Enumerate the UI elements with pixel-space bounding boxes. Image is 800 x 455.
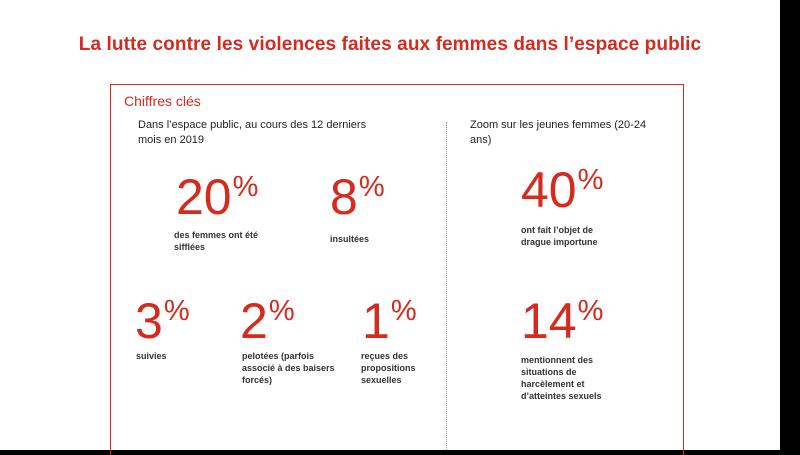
- stat-number: 8%: [330, 169, 385, 225]
- stat-number: 3%: [135, 293, 190, 349]
- slide-title: La lutte contre les violences faites aux…: [78, 34, 702, 55]
- column-divider: [446, 122, 447, 450]
- stat-number: 20%: [176, 169, 259, 225]
- young-stat-caption: mentionnent des situations de harcèlemen…: [521, 355, 602, 401]
- stat-caption: pelotées (parfois associé à des baisers …: [242, 351, 335, 385]
- right-column-heading: Zoom sur les jeunes femmes (20-24 ans): [470, 119, 647, 146]
- slide: La lutte contre les violences faites aux…: [0, 0, 780, 455]
- stat-caption: suivies: [136, 351, 167, 361]
- stat-number: 2%: [240, 293, 295, 349]
- young-stat-number: 14%: [521, 293, 604, 349]
- section-label: Chiffres clés: [124, 93, 201, 109]
- key-figures-frame: [110, 84, 684, 455]
- stat-caption: insultées: [330, 234, 370, 244]
- young-stat-caption: ont fait l’objet de drague importune: [521, 225, 598, 247]
- stat-caption: des femmes ont été sifflées: [174, 230, 259, 252]
- stat-caption: reçues des propositions sexuelles: [361, 351, 416, 385]
- letterbox-bar: [780, 0, 800, 450]
- young-stat-number: 40%: [521, 162, 604, 218]
- stat-number: 1%: [362, 293, 417, 349]
- left-column-heading: Dans l’espace public, au cours des 12 de…: [138, 119, 367, 146]
